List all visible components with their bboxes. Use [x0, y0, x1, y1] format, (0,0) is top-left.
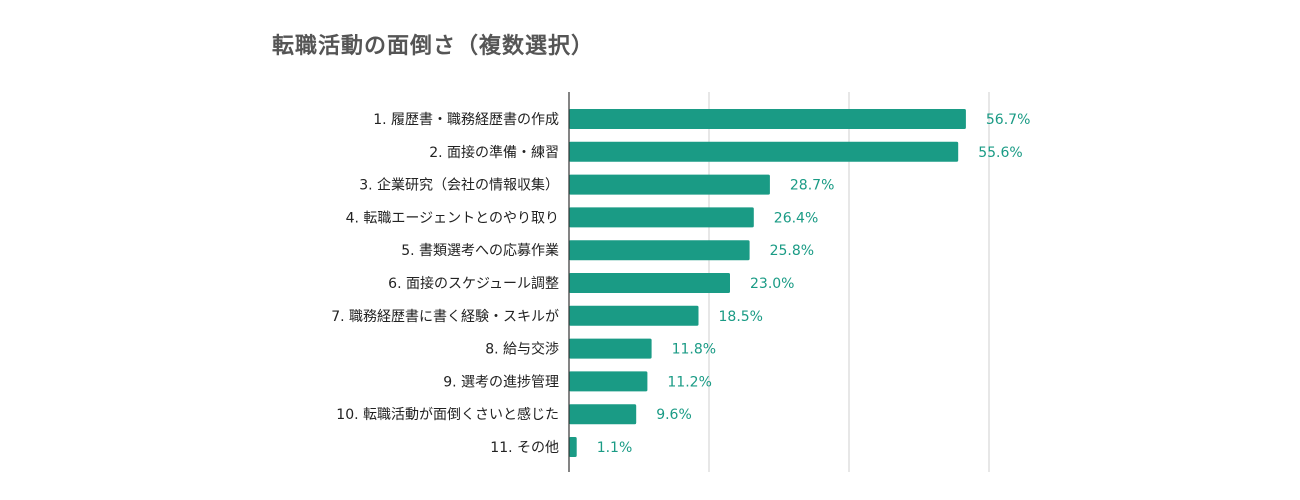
value-label-3: 28.7% — [790, 178, 834, 194]
bar-6 — [569, 273, 730, 293]
bar-9 — [569, 371, 648, 392]
bar-4 — [569, 207, 754, 228]
value-label-10: 9.6% — [656, 407, 692, 423]
value-label-1: 56.7% — [986, 112, 1030, 128]
bar-2 — [569, 141, 959, 162]
value-label-2: 55.6% — [978, 145, 1022, 161]
category-label-4: 4. 転職エージェントとのやり取り — [346, 210, 559, 226]
category-label-8: 8. 給与交渉 — [485, 341, 559, 358]
bar-3 — [569, 174, 770, 195]
bar-5 — [569, 240, 750, 261]
category-label-11: 11. その他 — [490, 440, 559, 456]
labels: 1. 履歴書・職務経歴書の作成 56.7% 2. 面接の準備・練習 55.6% 3. 企… — [331, 112, 1030, 456]
value-label-5: 25.8% — [770, 243, 814, 259]
bars — [569, 109, 966, 457]
bar-8 — [569, 338, 652, 359]
value-label-6: 23.0% — [750, 276, 794, 292]
category-label-5: 5. 書類選考への応募作業 — [401, 243, 559, 259]
category-label-6: 6. 面接のスケジュール調整 — [388, 275, 559, 292]
category-label-10: 10. 転職活動が面倒くさいと感じた — [336, 406, 559, 423]
category-label-9: 9. 選考の進捗管理 — [443, 374, 559, 390]
value-label-7: 18.5% — [719, 309, 763, 325]
category-label-3: 3. 企業研究（会社の情報収集） — [359, 177, 559, 194]
value-label-8: 11.8% — [672, 342, 716, 358]
chart-title: 転職活動の面倒さ（複数選択） — [272, 34, 595, 59]
bar-1 — [569, 109, 966, 129]
category-label-7: 7. 職務経歴書に書く経験・スキルが — [331, 309, 559, 325]
category-label-2: 2. 面接の準備・練習 — [429, 144, 559, 161]
value-label-9: 11.2% — [667, 374, 711, 390]
bar-10 — [569, 404, 637, 425]
bar-7 — [569, 305, 699, 326]
bar-11 — [569, 437, 577, 457]
category-label-1: 1. 履歴書・職務経歴書の作成 — [373, 112, 559, 128]
value-label-4: 26.4% — [774, 210, 818, 226]
value-label-11: 1.1% — [597, 440, 633, 456]
